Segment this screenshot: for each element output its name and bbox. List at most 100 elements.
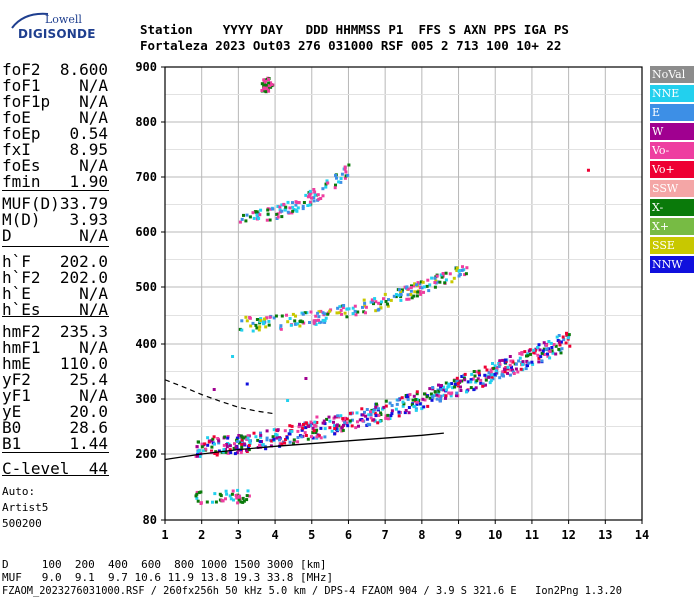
echo-point [272, 428, 276, 432]
y-tick-label: 600 [135, 225, 157, 239]
echo-point [386, 302, 389, 306]
echo-point [343, 311, 347, 315]
echo-point [460, 375, 464, 378]
echo-point [455, 394, 458, 398]
param-label: h`E [2, 284, 31, 303]
echo-point [347, 163, 351, 167]
echo-point [478, 373, 481, 377]
echo-point [430, 276, 434, 280]
echo-point [441, 272, 445, 275]
param-row-foe: foE N/A [2, 108, 108, 127]
echo-point [239, 500, 243, 504]
echo-point [240, 328, 244, 332]
echo-point [230, 492, 234, 496]
echo-point [237, 434, 241, 437]
echo-point [195, 492, 199, 496]
echo-point [279, 324, 283, 328]
echo-point [241, 500, 245, 504]
echo-point [278, 205, 282, 209]
legend-item-x-: X- [650, 199, 694, 216]
param-label: B0 [2, 418, 22, 437]
echo-point [333, 427, 337, 430]
param-row-hmf2: hmF2 235.3 [2, 322, 108, 341]
echo-point [333, 424, 337, 428]
echo-point [445, 388, 448, 392]
echo-point [537, 360, 541, 364]
echo-point [488, 381, 492, 385]
echo-point [409, 293, 413, 296]
echo-point [228, 494, 232, 498]
echo-point [328, 309, 332, 313]
echo-point [420, 407, 424, 411]
param-label: h`Es [2, 300, 41, 319]
echo-point [382, 297, 385, 301]
echo-point [394, 295, 398, 299]
echo-point [508, 355, 512, 358]
echo-point [397, 293, 401, 297]
echo-point [274, 314, 278, 318]
echo-point [566, 336, 570, 340]
echo-point [245, 498, 249, 502]
echo-point [284, 438, 287, 441]
echo-point [259, 319, 263, 322]
echo-point [299, 319, 303, 323]
echo-point [247, 439, 251, 443]
echo-point [321, 318, 325, 322]
param-separator [2, 475, 109, 476]
echo-point [526, 364, 529, 368]
y-tick-label: 700 [135, 170, 157, 184]
echo-point [262, 322, 265, 326]
echo-point [434, 279, 438, 283]
echo-point [462, 376, 466, 380]
echo-point [319, 426, 323, 430]
echo-point [265, 87, 268, 91]
legend-item-x-: X+ [650, 218, 694, 235]
echo-point [246, 434, 250, 438]
echo-point [264, 90, 268, 94]
echo-point [458, 273, 462, 276]
echo-point [479, 378, 483, 382]
echo-point [397, 414, 401, 418]
echo-point [567, 333, 571, 337]
echo-point [443, 281, 447, 285]
echo-point [503, 370, 507, 374]
echo-point [225, 492, 229, 496]
echo-point [240, 319, 244, 323]
echo-point [345, 421, 349, 425]
echo-point [223, 435, 227, 439]
echo-point [413, 290, 417, 294]
echo-point [316, 311, 320, 315]
echo-point [260, 82, 264, 86]
chart-axes: 1 2 3 4 5 6 7 8 9 10 11 12 13 14802003004005006007008… [135, 60, 649, 542]
echo-point [291, 312, 295, 316]
echo-point [309, 424, 313, 428]
echo-point [533, 349, 537, 353]
echo-point [203, 442, 207, 446]
echo-point [472, 370, 476, 373]
echo-point [292, 438, 296, 442]
echo-point [426, 278, 430, 282]
echo-point [430, 398, 434, 402]
echo-point [339, 414, 343, 418]
echo-point [338, 311, 342, 315]
echo-point [539, 355, 543, 359]
echo-point [518, 352, 522, 356]
digisonde-logo: Lowell DIGISONDE [8, 6, 108, 42]
echo-point [288, 424, 292, 428]
echo-point [290, 424, 294, 428]
echo-point [409, 286, 413, 289]
echo-point [316, 193, 320, 197]
echo-point [276, 215, 280, 219]
echo-point [323, 319, 327, 323]
echo-point [361, 413, 365, 417]
echo-point [390, 404, 394, 407]
echo-point [436, 392, 440, 396]
echo-point [270, 439, 274, 443]
echo-point [452, 379, 456, 383]
echo-point [288, 440, 292, 444]
param-value: 28.6 [69, 418, 108, 437]
echo-point [254, 323, 258, 327]
x-tick-label: 7 [382, 528, 389, 542]
echo-point [423, 392, 426, 396]
echo-point [536, 353, 540, 357]
